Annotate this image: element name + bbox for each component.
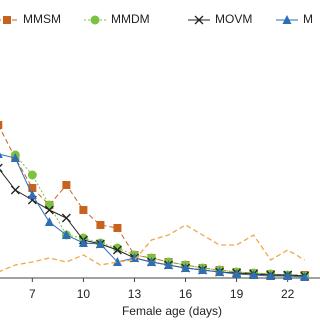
marker [249, 270, 259, 279]
marker [283, 271, 293, 280]
series-line [0, 224, 306, 273]
marker [282, 15, 292, 24]
marker [62, 181, 71, 189]
x-tick-label: 16 [179, 287, 193, 301]
marker [0, 121, 3, 129]
marker [0, 152, 3, 158]
marker [146, 257, 156, 266]
marker [28, 184, 37, 192]
x-tick-label: 7 [29, 287, 36, 301]
marker [266, 271, 276, 280]
x-tick-label: 13 [128, 287, 142, 301]
x-tick-label: 19 [230, 287, 244, 301]
marker [113, 224, 122, 232]
marker [96, 221, 105, 229]
marker [164, 260, 174, 269]
series-line [14, 154, 305, 277]
marker [198, 265, 208, 274]
series-line [0, 127, 305, 276]
marker [112, 245, 122, 255]
marker [10, 153, 20, 162]
legend-label: MMSM [23, 12, 61, 26]
marker [61, 230, 71, 239]
marker [300, 272, 310, 281]
marker [44, 217, 54, 226]
marker [44, 205, 54, 215]
marker [112, 257, 122, 266]
marker [95, 239, 105, 248]
marker [27, 190, 37, 199]
marker [0, 163, 3, 173]
marker [78, 238, 88, 247]
marker [181, 263, 191, 272]
marker [112, 243, 122, 253]
marker [10, 185, 20, 195]
marker [194, 15, 204, 25]
x-tick-label: 10 [77, 287, 91, 301]
legend-label: MOVM [215, 12, 252, 26]
marker [232, 269, 242, 278]
marker [129, 253, 139, 262]
legend-label: M [303, 12, 313, 26]
marker [3, 16, 11, 24]
marker [27, 170, 37, 180]
x-axis-label: Female age (days) [122, 304, 222, 318]
marker [90, 15, 100, 25]
marker [61, 213, 71, 223]
x-tick-label: 22 [281, 287, 295, 301]
legend-label: MMDM [111, 12, 150, 26]
marker [215, 267, 225, 276]
marker [79, 206, 88, 214]
